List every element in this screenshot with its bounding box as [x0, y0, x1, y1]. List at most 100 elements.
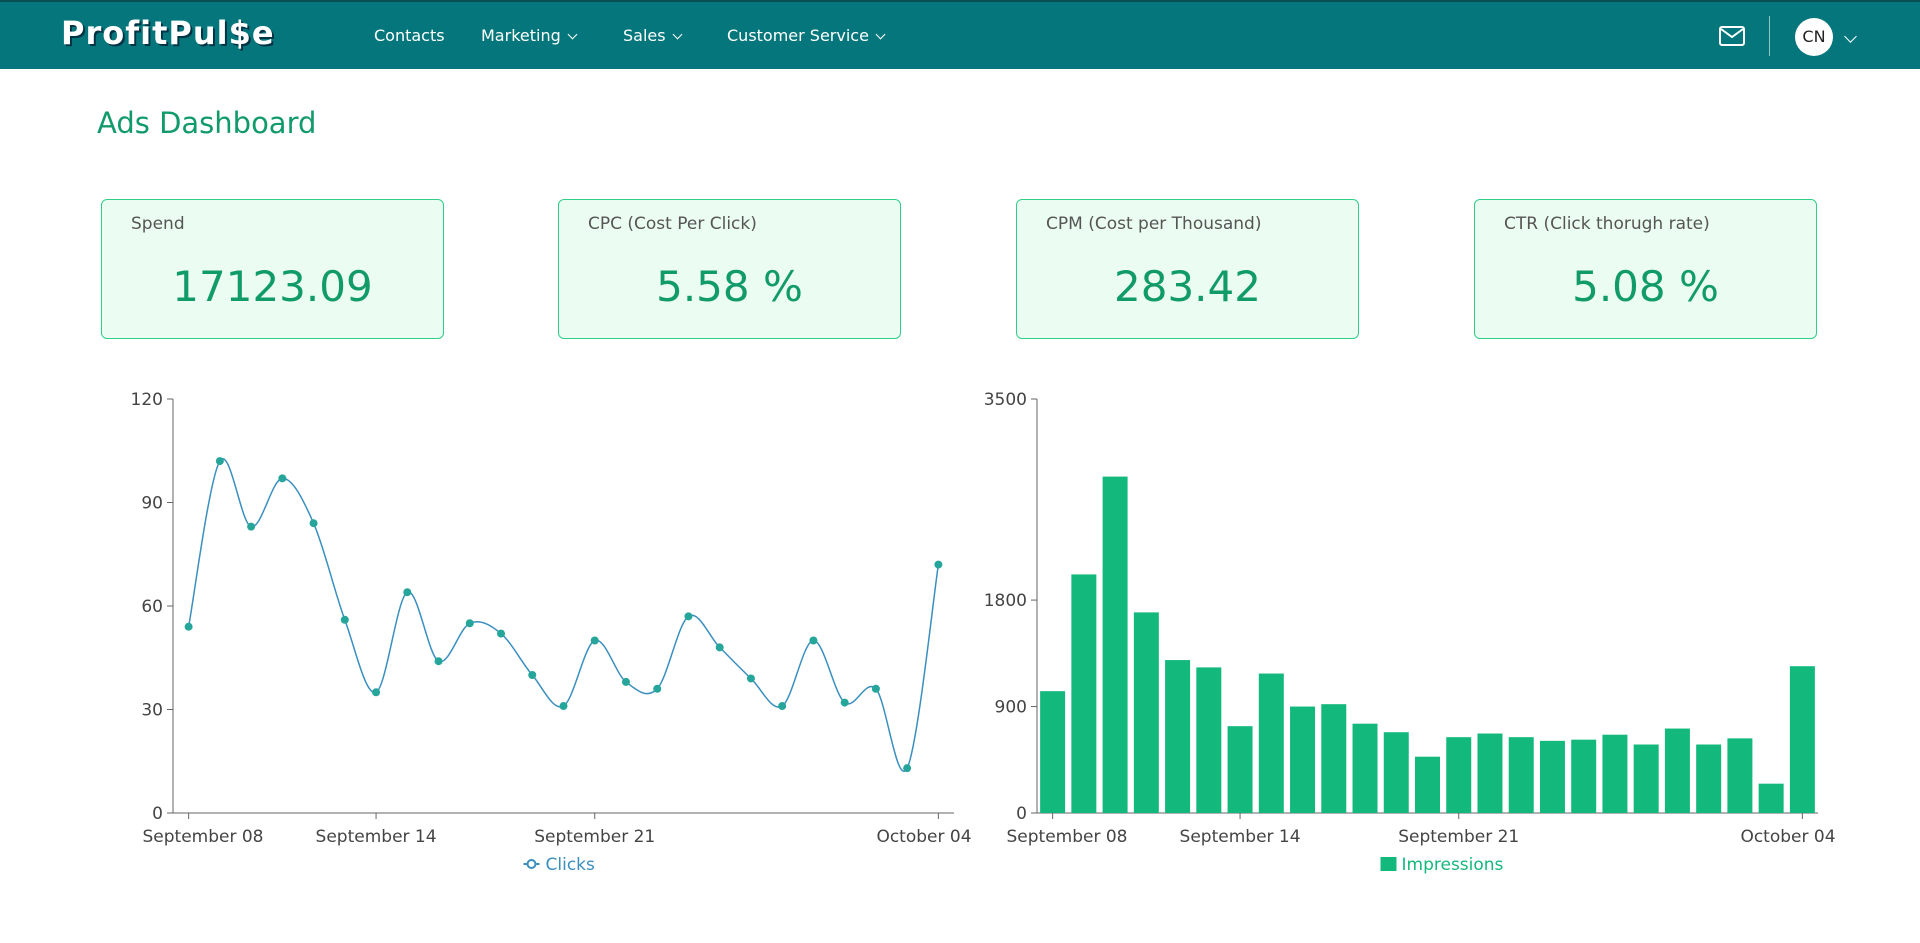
nav-label: Marketing — [481, 26, 561, 45]
point — [934, 560, 943, 569]
legend-label: Impressions — [1402, 855, 1504, 875]
point — [465, 619, 474, 628]
point — [715, 643, 724, 652]
bar — [1258, 673, 1284, 813]
point — [871, 684, 880, 693]
point — [903, 764, 912, 773]
bar — [1539, 740, 1565, 813]
y-tick-label: 60 — [141, 597, 163, 617]
nav-item[interactable]: Contacts — [374, 26, 445, 45]
x-tick-label: September 08 — [1006, 827, 1127, 847]
point — [778, 702, 787, 711]
bar — [1508, 737, 1534, 813]
point — [340, 615, 349, 624]
kpi-value: 17123.09 — [172, 262, 373, 311]
line — [187, 458, 940, 772]
x-tick-label: September 21 — [534, 827, 655, 847]
logo[interactable]: ProfitPul$e — [61, 14, 275, 52]
point — [746, 674, 755, 683]
y-tick-label: 90 — [141, 494, 163, 514]
bar — [1227, 726, 1253, 813]
point — [403, 588, 412, 597]
kpi-label: CPM (Cost per Thousand) — [1046, 214, 1262, 234]
point — [215, 457, 224, 466]
point — [590, 636, 599, 645]
kpi-value: 283.42 — [1114, 262, 1261, 311]
kpi-card: CPM (Cost per Thousand) 283.42 — [1016, 199, 1359, 339]
bar — [1290, 706, 1316, 813]
y-tick-label: 0 — [152, 804, 163, 824]
x-tick-label: September 21 — [1398, 827, 1519, 847]
nav-item[interactable]: Customer Service — [727, 26, 886, 45]
divider — [1769, 16, 1770, 56]
bar — [1633, 744, 1659, 813]
point — [809, 636, 818, 645]
point — [309, 519, 318, 528]
y-tick-label: 3500 — [984, 390, 1027, 410]
legend-label: Clicks — [546, 855, 596, 875]
nav-label: Customer Service — [727, 26, 869, 45]
point — [559, 702, 568, 711]
point — [278, 474, 287, 483]
point — [247, 522, 256, 531]
bar — [1415, 756, 1440, 813]
nav-bar: ProfitPul$e Contacts Marketing Sales Cus… — [0, 0, 1920, 69]
point — [653, 684, 662, 693]
bar — [1071, 574, 1097, 813]
kpi-label: CPC (Cost Per Click) — [588, 214, 757, 234]
bar — [1696, 744, 1722, 813]
bar — [1602, 734, 1628, 813]
bar — [1165, 660, 1191, 813]
x-tick-label: September 14 — [316, 827, 437, 847]
kpi-value: 5.08 % — [1572, 262, 1719, 311]
point — [372, 688, 381, 697]
bar — [1477, 733, 1503, 813]
y-tick-label: 1800 — [984, 591, 1027, 611]
x-tick-label: September 08 — [142, 827, 263, 847]
point — [684, 612, 693, 621]
x-tick-label: October 04 — [876, 827, 971, 847]
bar — [1040, 691, 1066, 813]
bar — [1664, 728, 1690, 813]
nav-label: Sales — [623, 26, 666, 45]
bar — [1102, 476, 1128, 813]
bar — [1196, 667, 1222, 813]
mail-icon[interactable] — [1718, 25, 1746, 47]
kpi-value: 5.58 % — [656, 262, 803, 311]
kpi-label: Spend — [131, 214, 185, 234]
avatar-chevron[interactable] — [1844, 30, 1857, 43]
bar — [1446, 737, 1472, 813]
nav-item[interactable]: Marketing — [481, 26, 578, 45]
kpi-card: CPC (Cost Per Click) 5.58 % — [558, 199, 901, 339]
page-title: Ads Dashboard — [97, 106, 317, 140]
bar — [1727, 738, 1753, 813]
y-tick-label: 900 — [995, 698, 1027, 718]
point — [528, 671, 537, 679]
bar — [1133, 612, 1159, 813]
bar — [1789, 666, 1815, 813]
point — [497, 629, 506, 638]
point — [621, 677, 630, 686]
y-tick-label: 30 — [141, 701, 163, 721]
bar — [1571, 739, 1597, 813]
point — [434, 657, 443, 666]
kpi-card: Spend 17123.09 — [101, 199, 444, 339]
legend-icon — [1380, 857, 1397, 871]
point — [840, 698, 849, 707]
point — [184, 622, 193, 631]
bar — [1352, 723, 1378, 813]
bar — [1383, 732, 1409, 813]
nav-item[interactable]: Sales — [623, 26, 683, 45]
y-tick-label: 0 — [1016, 804, 1027, 824]
y-tick-label: 120 — [131, 390, 163, 410]
bar — [1758, 783, 1784, 813]
kpi-card: CTR (Click thorugh rate) 5.08 % — [1474, 199, 1817, 339]
bar — [1321, 704, 1347, 813]
avatar[interactable]: CN — [1795, 18, 1833, 56]
legend-icon — [526, 859, 537, 869]
charts: 0 30 60 90 120 September 08 September 14 Septem… — [131, 390, 1836, 875]
x-tick-label: October 04 — [1740, 827, 1835, 847]
kpi-label: CTR (Click thorugh rate) — [1504, 214, 1710, 234]
x-tick-label: September 14 — [1180, 827, 1301, 847]
